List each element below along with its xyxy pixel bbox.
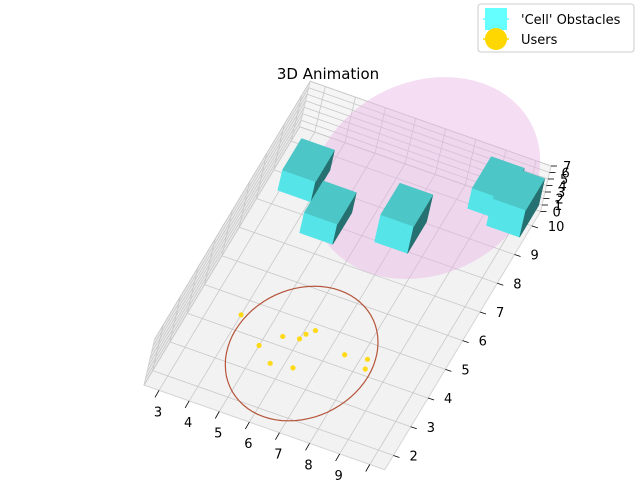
legend-users-label: Users [521, 33, 558, 48]
y-tick-mark [427, 397, 435, 401]
z-tick-label: 0 [553, 206, 561, 221]
y-tick-label: 2 [409, 449, 417, 464]
y-tick-label: 6 [479, 335, 487, 350]
z-tick-label: 3 [557, 186, 565, 201]
user-point [364, 356, 371, 362]
x-tick-label: 6 [244, 437, 252, 452]
z-tick-label: 6 [562, 167, 570, 182]
y-tick-mark [393, 455, 400, 458]
x-tick-label: 3 [154, 405, 162, 420]
coverage-circle [224, 285, 379, 422]
y-tick-mark [497, 282, 504, 286]
grid-line-z [143, 126, 541, 386]
chart-title: 3D Animation [277, 65, 379, 83]
user-point [267, 360, 273, 366]
y-tick-mark [410, 426, 417, 430]
grid-line-z [148, 106, 546, 366]
user-point [290, 365, 296, 371]
user-point [362, 366, 368, 372]
obstacle-top-face [380, 182, 434, 227]
grid-line-z [152, 87, 550, 347]
user-point [280, 333, 286, 340]
obstacle-cube [277, 138, 335, 203]
y-tick-label: 8 [513, 277, 521, 292]
coverage-area-disc [311, 77, 541, 279]
legend-obstacle-marker [485, 8, 507, 30]
y-tick-label: 10 [548, 220, 565, 235]
user-point [238, 312, 244, 318]
x-tick-label: 4 [184, 416, 192, 431]
x-tick-mark [184, 400, 190, 409]
user-point [312, 327, 319, 334]
y-tick-mark [462, 340, 469, 344]
z-tick-label: 7 [563, 160, 571, 175]
x-tick-label: 5 [214, 427, 222, 442]
coverage-circle-ring [224, 285, 379, 422]
y-tick-label: 3 [427, 421, 435, 436]
obstacle-cube [486, 166, 546, 238]
grid-line-z [146, 113, 544, 373]
user-point [342, 352, 348, 358]
y-tick-mark [531, 225, 538, 229]
z-tick-label: 2 [556, 193, 564, 208]
user-point [303, 331, 309, 337]
x-tick-mark [335, 453, 340, 462]
x-tick-label: 8 [304, 458, 312, 473]
obstacle-top-face [282, 138, 335, 183]
legend-obstacle-label: 'Cell' Obstacles [521, 13, 621, 28]
coverage-area [311, 77, 541, 279]
user-point [296, 336, 303, 342]
z-tick-label: 1 [554, 199, 562, 214]
y-tick-mark [479, 311, 487, 315]
y-tick-label: 4 [444, 392, 452, 407]
x-tick-mark [214, 411, 220, 419]
grid-line-z [149, 100, 547, 360]
z-tick-label: 5 [560, 173, 568, 188]
obstacle-cube [299, 180, 357, 245]
legend-users-marker [485, 28, 507, 50]
user-points [238, 312, 371, 372]
obstacle-top-face [492, 166, 546, 211]
x-tick-mark [275, 432, 280, 440]
grid-line-z [154, 80, 552, 340]
x-tick-label: 9 [335, 469, 343, 480]
legend: 'Cell' Obstacles Users [477, 3, 635, 53]
grid-line-z [145, 119, 543, 379]
x-tick-mark [305, 443, 310, 451]
legend-frame [477, 3, 635, 53]
y-tick-mark [445, 368, 452, 372]
user-point [256, 342, 262, 349]
x-tick-mark [154, 390, 160, 398]
z-tick-label: 4 [559, 180, 567, 195]
y-tick-label: 7 [496, 306, 504, 321]
obstacle-cubes [277, 138, 546, 254]
y-tick-label: 9 [531, 249, 539, 264]
y-tick-mark [514, 254, 521, 257]
x-tick-mark [365, 464, 371, 472]
y-tick-label: 5 [461, 363, 469, 378]
obstacle-top-face [303, 180, 357, 225]
obstacle-cube [374, 182, 434, 254]
axis-ticks: 345678910234567891001234567 [154, 160, 571, 480]
grid-line-z [151, 93, 549, 353]
x-tick-label: 7 [274, 448, 282, 463]
x-tick-mark [245, 421, 250, 430]
